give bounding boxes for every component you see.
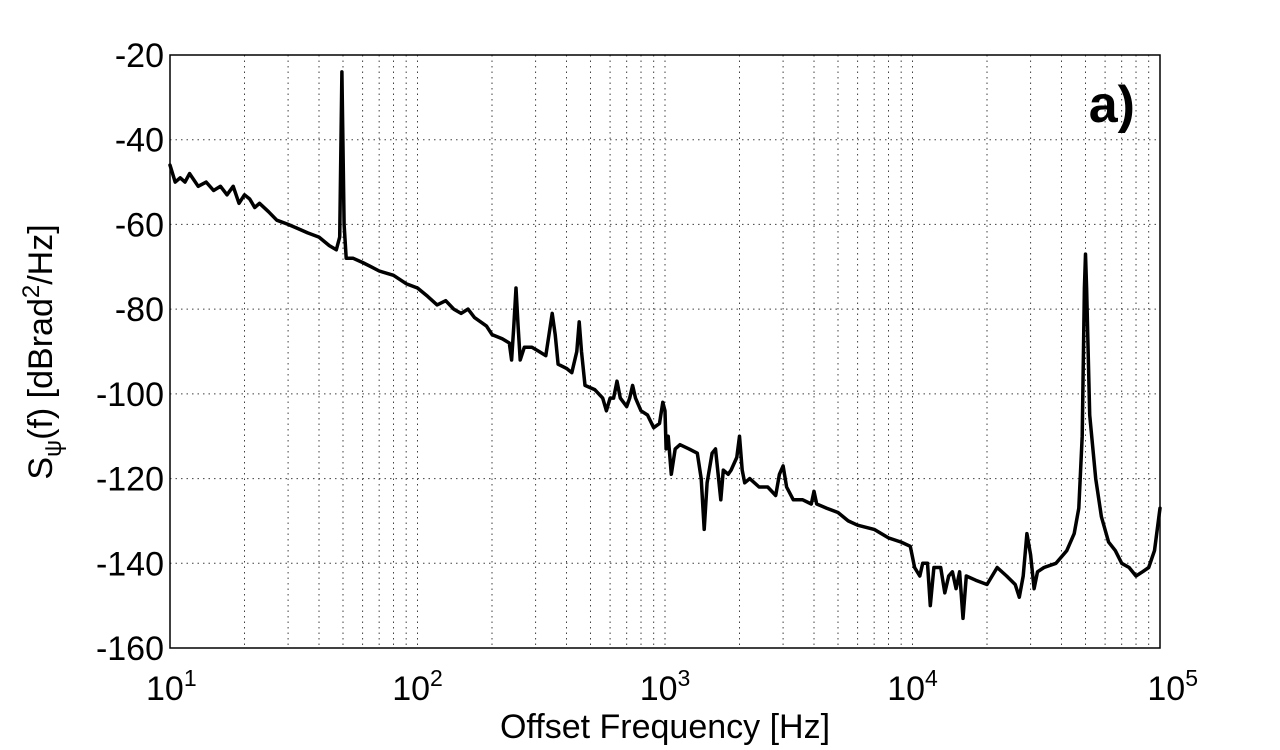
y-label-superscript: 2	[18, 285, 45, 298]
grid-lines	[170, 55, 1160, 648]
y-axis-label: Sψ(f) [dBrad2/Hz]	[18, 224, 67, 479]
y-tick-label: -20	[115, 37, 164, 75]
x-tick-label: 104	[887, 665, 938, 708]
x-tick-label: 105	[1147, 665, 1198, 708]
series-line-0	[168, 70, 1162, 621]
x-axis-label: Offset Frequency [Hz]	[500, 708, 830, 746]
y-label-mid: (f) [dBrad	[22, 298, 60, 440]
y-tick-label: -160	[96, 630, 164, 668]
y-tick-label: -100	[96, 376, 164, 414]
y-tick-label: -140	[96, 545, 164, 583]
panel-label: a)	[1089, 76, 1135, 134]
y-tick-label: -40	[115, 122, 164, 160]
x-tick-label: 102	[392, 665, 443, 708]
y-tick-label: -120	[96, 461, 164, 499]
y-label-base: S	[22, 457, 60, 480]
x-tick-label: 101	[146, 665, 197, 708]
plot-frame	[169, 54, 1161, 649]
y-label-subscript: ψ	[40, 440, 67, 457]
y-tick-label: -80	[115, 291, 164, 329]
y-label-end: /Hz]	[22, 224, 60, 284]
y-tick-label: -60	[115, 206, 164, 244]
x-tick-label: 103	[640, 665, 691, 708]
series-layer	[168, 70, 1162, 621]
